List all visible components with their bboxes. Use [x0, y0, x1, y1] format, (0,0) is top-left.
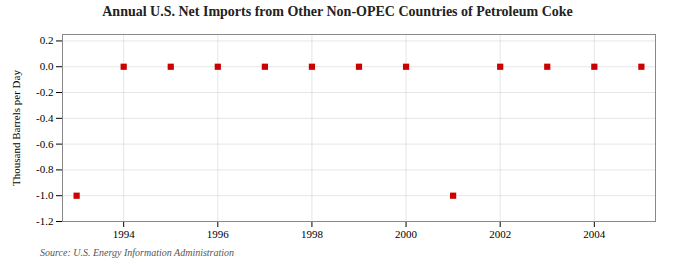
svg-text:2000: 2000: [395, 228, 418, 240]
svg-text:-0.8: -0.8: [36, 163, 54, 175]
html-text:Annual U.S. Net Imports from O: Annual U.S. Net Imports from Other Non-O…: [102, 4, 573, 19]
svg-text:1994: 1994: [113, 228, 136, 240]
svg-text:-0.4: -0.4: [36, 112, 54, 124]
svg-text:2002: 2002: [489, 228, 511, 240]
svg-text:-0.2: -0.2: [36, 86, 53, 98]
svg-text:Thousand Barrels per Day: Thousand Barrels per Day: [10, 70, 22, 186]
svg-text:1998: 1998: [301, 228, 324, 240]
svg-text:-1.2: -1.2: [36, 215, 53, 227]
html-text:Source: U.S. Energy Informatio: Source: U.S. Energy Information Administ…: [40, 247, 235, 258]
svg-text:0.2: 0.2: [40, 34, 54, 46]
svg-text:0.0: 0.0: [40, 60, 54, 72]
svg-text:1996: 1996: [207, 228, 230, 240]
svg-text:2004: 2004: [583, 228, 606, 240]
svg-text:-1.0: -1.0: [36, 189, 54, 201]
svg-text:-0.6: -0.6: [36, 138, 54, 150]
